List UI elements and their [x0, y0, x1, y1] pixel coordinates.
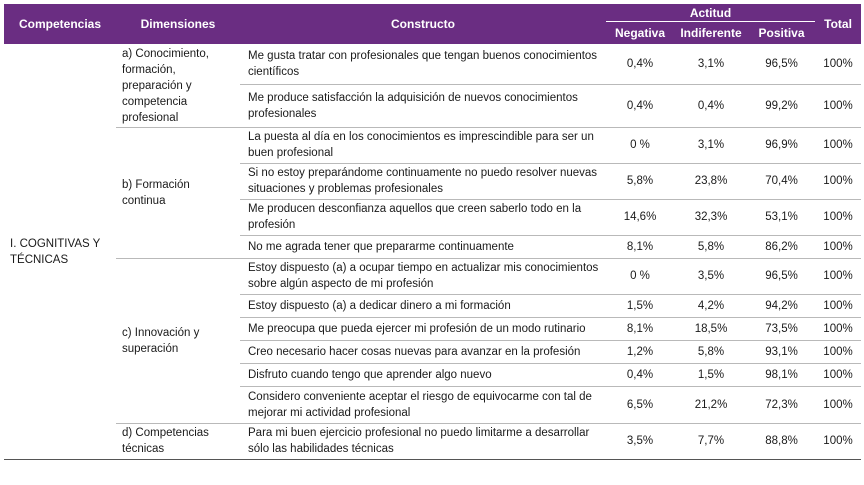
value-total: 100% [815, 127, 862, 164]
construct-text: Me preocupa que pueda ejercer mi profesi… [240, 317, 606, 341]
construct-text: Si no estoy preparándome continuamente n… [240, 163, 606, 200]
construct-text: Para mi buen ejercicio profesional no pu… [240, 423, 606, 460]
header-constructo: Constructo [240, 4, 606, 45]
value-indiferente: 4,2% [674, 294, 748, 318]
value-indiferente: 5,8% [674, 235, 748, 259]
value-positiva: 96,5% [748, 44, 816, 85]
value-total: 100% [815, 386, 862, 424]
value-total: 100% [815, 199, 862, 236]
value-negativa: 0,4% [606, 44, 674, 85]
value-indiferente: 1,5% [674, 363, 748, 387]
value-total: 100% [815, 340, 862, 364]
value-positiva: 96,9% [748, 127, 816, 164]
value-total: 100% [815, 84, 862, 128]
construct-text: Considero conveniente aceptar el riesgo … [240, 386, 606, 424]
value-positiva: 53,1% [748, 199, 816, 236]
value-positiva: 88,8% [748, 423, 816, 460]
value-negativa: 5,8% [606, 163, 674, 200]
value-positiva: 73,5% [748, 317, 816, 341]
construct-text: No me agrada tener que prepararme contin… [240, 235, 606, 259]
value-positiva: 98,1% [748, 363, 816, 387]
value-negativa: 1,2% [606, 340, 674, 364]
construct-text: Estoy dispuesto (a) a dedicar dinero a m… [240, 294, 606, 318]
value-negativa: 0,4% [606, 84, 674, 128]
value-indiferente: 32,3% [674, 199, 748, 236]
value-indiferente: 7,7% [674, 423, 748, 460]
value-indiferente: 3,5% [674, 258, 748, 295]
header-total: Total [815, 4, 862, 45]
value-positiva: 96,5% [748, 258, 816, 295]
value-positiva: 70,4% [748, 163, 816, 200]
header-competencias: Competencias [4, 4, 116, 45]
construct-text: Me producen desconfianza aquellos que cr… [240, 199, 606, 236]
value-negativa: 1,5% [606, 294, 674, 318]
value-indiferente: 0,4% [674, 84, 748, 128]
value-indiferente: 3,1% [674, 127, 748, 164]
value-total: 100% [815, 258, 862, 295]
value-negativa: 8,1% [606, 235, 674, 259]
header-dimensiones: Dimensiones [116, 4, 240, 45]
value-total: 100% [815, 423, 862, 460]
value-positiva: 86,2% [748, 235, 816, 259]
construct-text: La puesta al día en los conocimientos es… [240, 127, 606, 164]
value-total: 100% [815, 44, 862, 85]
value-total: 100% [815, 294, 862, 318]
value-indiferente: 3,1% [674, 44, 748, 85]
value-negativa: 3,5% [606, 423, 674, 460]
construct-text: Me produce satisfacción la adquisición d… [240, 84, 606, 128]
construct-text: Disfruto cuando tengo que aprender algo … [240, 363, 606, 387]
header-negativa: Negativa [606, 21, 674, 44]
value-positiva: 72,3% [748, 386, 816, 424]
value-indiferente: 5,8% [674, 340, 748, 364]
header-indiferente: Indiferente [674, 21, 748, 44]
value-indiferente: 23,8% [674, 163, 748, 200]
value-positiva: 94,2% [748, 294, 816, 318]
attitude-table: Competencias Dimensiones Constructo Acti… [4, 4, 862, 460]
dimension-c: c) Innovación y superación [116, 258, 240, 424]
value-positiva: 93,1% [748, 340, 816, 364]
construct-text: Creo necesario hacer cosas nuevas para a… [240, 340, 606, 364]
value-total: 100% [815, 163, 862, 200]
value-negativa: 0 % [606, 258, 674, 295]
header-positiva: Positiva [748, 21, 816, 44]
value-indiferente: 18,5% [674, 317, 748, 341]
value-negativa: 0,4% [606, 363, 674, 387]
value-total: 100% [815, 235, 862, 259]
value-negativa: 14,6% [606, 199, 674, 236]
value-total: 100% [815, 363, 862, 387]
construct-text: Me gusta tratar con profesionales que te… [240, 44, 606, 85]
dimension-b: b) Formación continua [116, 127, 240, 259]
dimension-a: a) Conocimiento, formación, preparación … [116, 44, 240, 128]
value-total: 100% [815, 317, 862, 341]
competencia-label: I. COGNITIVAS Y TÉCNICAS [4, 44, 116, 460]
value-negativa: 0 % [606, 127, 674, 164]
header-actitud: Actitud [606, 4, 816, 22]
value-positiva: 99,2% [748, 84, 816, 128]
value-indiferente: 21,2% [674, 386, 748, 424]
dimension-d: d) Competencias técnicas [116, 423, 240, 460]
construct-text: Estoy dispuesto (a) a ocupar tiempo en a… [240, 258, 606, 295]
value-negativa: 8,1% [606, 317, 674, 341]
value-negativa: 6,5% [606, 386, 674, 424]
